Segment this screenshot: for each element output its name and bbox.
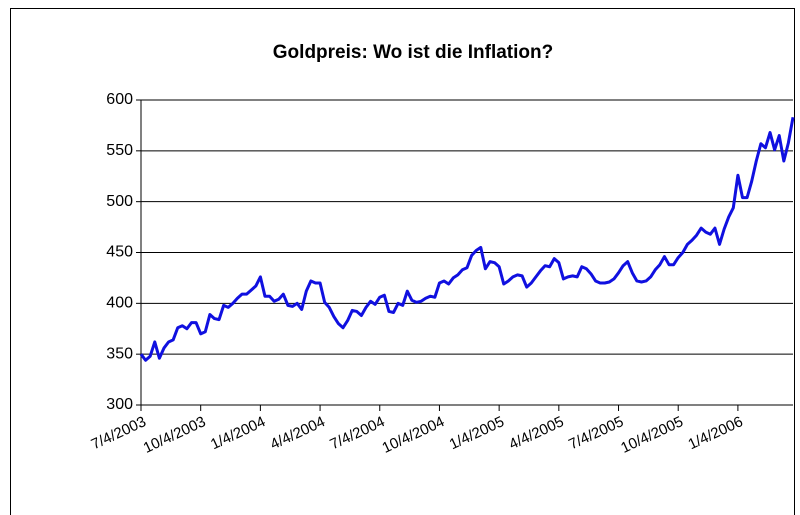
y-tick-label: 400 — [106, 295, 133, 312]
y-tick-label: 450 — [106, 244, 133, 261]
y-tick-label: 350 — [106, 345, 133, 362]
chart-title: Goldpreis: Wo ist die Inflation? — [273, 42, 553, 63]
y-tick-label: 550 — [106, 142, 133, 159]
y-tick-label: 300 — [106, 396, 133, 413]
price-line — [139, 117, 795, 362]
y-tick-label: 600 — [106, 91, 133, 108]
y-tick-label: 500 — [106, 193, 133, 210]
